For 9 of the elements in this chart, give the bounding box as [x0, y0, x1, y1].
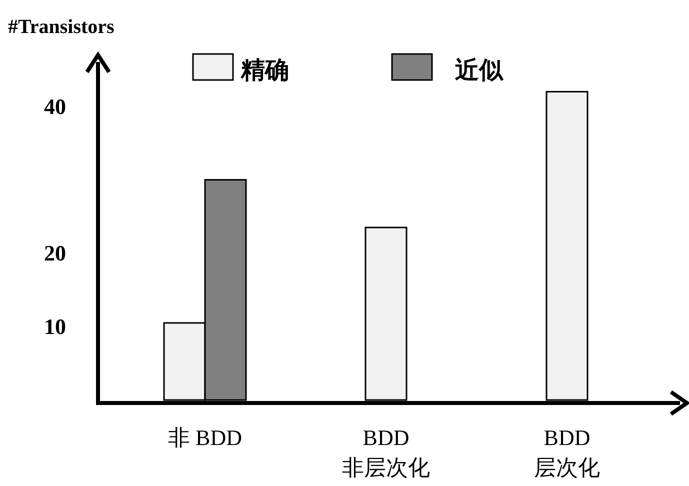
legend-label: 精确	[240, 56, 289, 84]
legend-label: 近似	[455, 56, 504, 84]
x-tick-label: BDD 层次化	[534, 425, 600, 480]
x-tick-label: 非 BDD	[168, 425, 242, 450]
y-tick-label: 10	[44, 314, 66, 340]
x-tick-label: BDD 非层次化	[342, 425, 430, 480]
y-tick-label: 40	[44, 94, 66, 119]
y-axis-title: #Transistors	[8, 16, 115, 38]
y-tick-label: 20	[44, 240, 66, 266]
